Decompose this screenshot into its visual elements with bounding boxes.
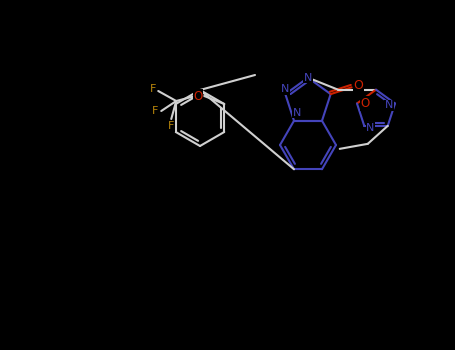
Text: F: F (150, 84, 157, 94)
Text: N: N (304, 73, 312, 83)
Text: F: F (152, 106, 158, 116)
Text: F: F (168, 121, 174, 131)
Text: N: N (281, 84, 289, 94)
Text: O: O (353, 79, 363, 92)
Text: N: N (366, 123, 374, 133)
Text: N: N (293, 108, 301, 118)
Text: N: N (385, 100, 393, 111)
Text: O: O (194, 90, 203, 103)
Text: O: O (360, 97, 369, 110)
